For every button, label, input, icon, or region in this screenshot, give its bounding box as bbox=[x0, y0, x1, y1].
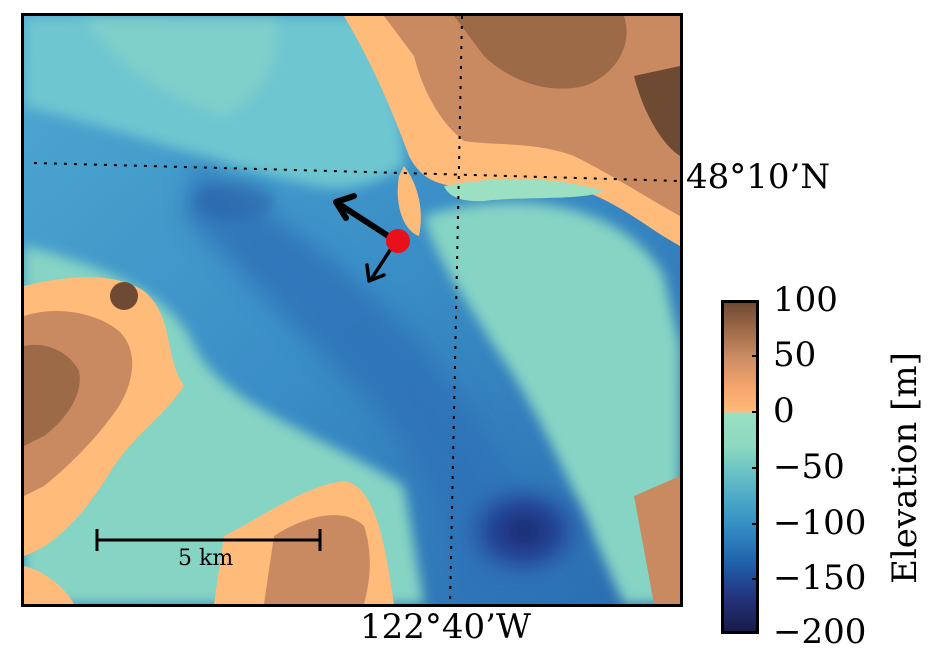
land-northeast bbox=[344, 16, 680, 246]
colorbar-tick-50: 50 bbox=[773, 335, 817, 375]
latitude-label: 48°10’N bbox=[686, 157, 831, 197]
land-south bbox=[24, 476, 680, 604]
latitude-line bbox=[33, 162, 680, 182]
colorbar-tickmark bbox=[752, 411, 759, 413]
scale-bar-label: 5 km bbox=[178, 546, 234, 571]
colorbar-tickmark bbox=[752, 523, 759, 525]
colorbar-tickmark bbox=[752, 355, 759, 357]
scale-bar bbox=[95, 529, 322, 551]
longitude-label: 122°40’W bbox=[360, 607, 531, 647]
colorbar-tickmark bbox=[752, 578, 759, 580]
colorbar-tick-neg100: −100 bbox=[773, 503, 867, 543]
colorbar-tick-neg50: −50 bbox=[773, 447, 845, 487]
colorbar-tick-0: 0 bbox=[773, 391, 795, 431]
station-marker bbox=[386, 229, 410, 253]
colorbar-tick-100: 100 bbox=[773, 280, 838, 320]
land-west bbox=[24, 277, 184, 556]
channel bbox=[184, 166, 564, 604]
bathymetry-map bbox=[24, 16, 680, 604]
colorbar-label: Elevation [m] bbox=[885, 352, 925, 584]
colorbar-tickmark bbox=[752, 467, 759, 469]
map-frame bbox=[21, 13, 683, 607]
deep-trench bbox=[454, 476, 594, 586]
colorbar-tick-neg200: −200 bbox=[773, 612, 867, 652]
colorbar-tick-neg150: −150 bbox=[773, 558, 867, 598]
